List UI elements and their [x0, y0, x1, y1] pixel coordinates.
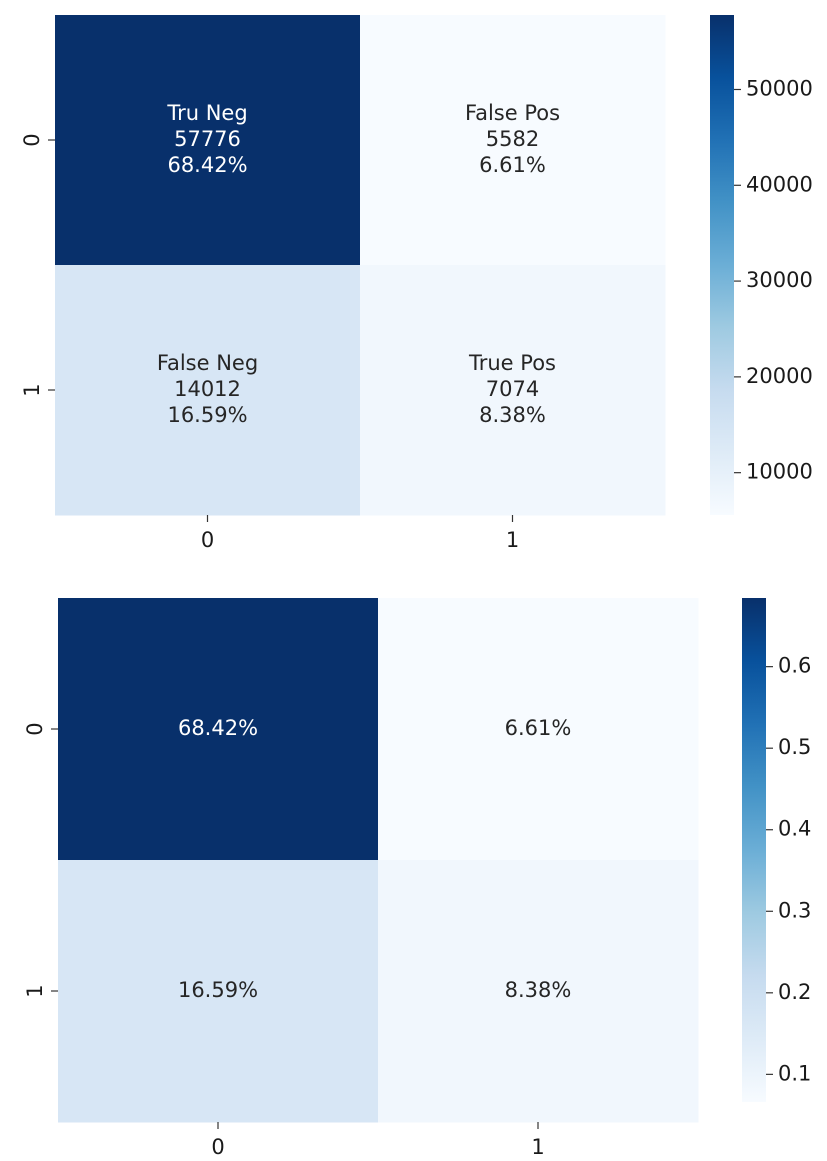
heatmap-cell — [360, 265, 666, 516]
colorbar-tick-label: 0.5 — [778, 735, 811, 759]
cell-annotation: 57776 — [174, 127, 241, 151]
colorbar-tick-label: 0.6 — [778, 654, 811, 678]
cell-annotation: 6.61% — [505, 716, 572, 740]
cell-annotation: 7074 — [486, 377, 539, 401]
cell-annotation: 8.38% — [479, 403, 546, 427]
cell-annotation: False Pos — [465, 101, 560, 125]
heatmap-cell — [378, 598, 699, 861]
heatmap-cell — [58, 860, 379, 1123]
x-tick-label: 1 — [506, 528, 519, 552]
colorbar-tick-label: 40000 — [746, 172, 813, 196]
x-tick-label: 0 — [201, 528, 214, 552]
colorbar — [710, 15, 734, 515]
cell-annotation: 6.61% — [479, 153, 546, 177]
y-tick-label: 0 — [20, 133, 44, 146]
colorbar-tick-label: 0.4 — [778, 817, 811, 841]
colorbar-tick-label: 10000 — [746, 460, 813, 484]
cell-annotation: False Neg — [157, 351, 258, 375]
heatmap-cell — [378, 860, 699, 1123]
cell-annotation: 68.42% — [178, 716, 258, 740]
cell-annotation: 16.59% — [167, 403, 247, 427]
y-tick-label: 0 — [23, 722, 47, 735]
y-tick-label: 1 — [20, 383, 44, 396]
heatmap-cell — [58, 598, 379, 861]
cell-annotation: 5582 — [486, 127, 539, 151]
cell-annotation: True Pos — [468, 351, 556, 375]
colorbar-tick-label: 20000 — [746, 364, 813, 388]
cell-annotation: 8.38% — [505, 978, 572, 1002]
heatmap-cell — [360, 15, 666, 266]
x-tick-label: 0 — [211, 1135, 224, 1159]
heatmap-cell — [55, 15, 361, 266]
colorbar-tick-label: 0.1 — [778, 1061, 811, 1085]
cell-annotation: 16.59% — [178, 978, 258, 1002]
y-tick-label: 1 — [23, 984, 47, 997]
cell-annotation: 14012 — [174, 377, 241, 401]
cell-annotation: 68.42% — [167, 153, 247, 177]
colorbar-tick-label: 0.2 — [778, 980, 811, 1004]
x-tick-label: 1 — [531, 1135, 544, 1159]
cell-annotation: Tru Neg — [166, 101, 247, 125]
colorbar-tick-label: 50000 — [746, 76, 813, 100]
colorbar-tick-label: 30000 — [746, 268, 813, 292]
colorbar — [742, 598, 766, 1102]
colorbar-tick-label: 0.3 — [778, 898, 811, 922]
heatmap-cell — [55, 265, 361, 516]
